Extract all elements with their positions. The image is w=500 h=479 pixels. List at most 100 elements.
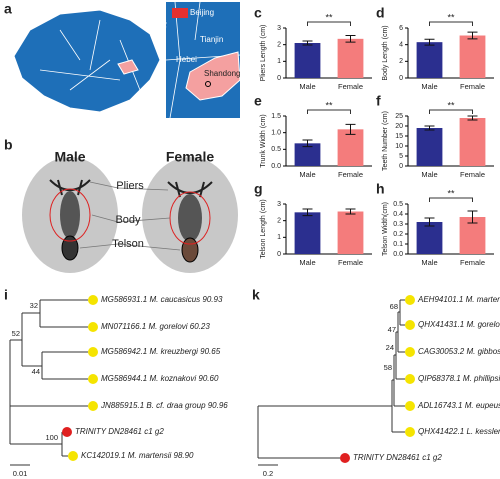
significance-label: **	[447, 188, 455, 198]
error-bar	[302, 40, 313, 46]
panel-letter: b	[4, 137, 13, 153]
shandong-highlight	[117, 59, 139, 75]
leaf-marker	[340, 453, 350, 463]
bootstrap-value: 32	[30, 301, 38, 310]
part-label: Body	[115, 214, 141, 226]
leaf-label: QIP68378.1 M. phillipsii 92.25	[418, 374, 500, 383]
y-tick-label: 0.0	[271, 163, 281, 170]
error-bar	[467, 31, 478, 40]
leaf-label: AEH94101.1 M. martensii 94.40	[417, 295, 500, 304]
significance-label: **	[325, 12, 333, 22]
leaf-label: JN885915.1 B. cf. draa group 90.96	[100, 401, 228, 410]
place-label: Tianjin	[200, 35, 223, 44]
part-label: Telson	[112, 238, 144, 250]
male-pliers	[49, 179, 91, 196]
x-tick-label: Male	[299, 258, 315, 267]
city-marker	[205, 81, 211, 87]
panel-letter: c	[254, 5, 262, 21]
shandong-region	[185, 51, 241, 101]
y-tick-label: 6	[399, 25, 403, 32]
female-pliers	[167, 181, 213, 198]
y-tick-label: 0.1	[393, 241, 403, 248]
y-tick-label: 0.0	[393, 251, 403, 258]
panel-letter: e	[254, 93, 262, 109]
beijing-region	[172, 8, 188, 18]
bootstrap-value: 100	[45, 433, 58, 442]
panel-letter: i	[4, 287, 8, 303]
leaf-marker	[405, 295, 415, 305]
x-tick-label: Female	[338, 258, 363, 267]
leaf-marker	[405, 427, 415, 437]
leaf-marker	[405, 347, 415, 357]
y-tick-label: 25	[395, 113, 403, 120]
x-tick-label: Male	[421, 170, 437, 179]
significance-bracket	[429, 109, 473, 114]
panel-letter: d	[376, 5, 385, 21]
leaf-label: ADL16743.1 M. eupeus 92.13	[417, 401, 500, 410]
error-bar	[467, 210, 478, 224]
leaf-label: CAG30053.2 M. gibbosus 90.58	[418, 347, 500, 356]
y-tick-label: 3	[277, 201, 281, 208]
leaf-marker	[88, 295, 98, 305]
tree-branches	[257, 299, 405, 466]
leaf-marker	[88, 401, 98, 411]
bootstrap-value: 58	[384, 363, 392, 372]
error-bar	[345, 35, 356, 43]
error-bar	[345, 123, 356, 135]
significance-label: **	[447, 12, 455, 22]
leaf-marker	[405, 401, 415, 411]
y-tick-label: 0.3	[393, 221, 403, 228]
male-telson	[61, 235, 79, 261]
y-tick-label: 2	[277, 218, 281, 225]
leaf-marker	[405, 374, 415, 384]
significance-label: **	[447, 100, 455, 110]
y-axis-label: Pliers Length (cm)	[260, 25, 267, 82]
x-tick-label: Male	[421, 258, 437, 267]
error-bar	[302, 208, 313, 217]
bootstrap-value: 44	[32, 367, 40, 376]
body-outline	[49, 188, 91, 242]
y-tick-label: 1.5	[271, 113, 281, 120]
y-tick-label: 1	[277, 234, 281, 241]
leaf-marker	[405, 320, 415, 330]
error-bar	[467, 115, 478, 121]
bar	[416, 128, 443, 166]
y-tick-label: 15	[395, 133, 403, 140]
bar	[459, 118, 486, 166]
x-tick-label: Female	[338, 170, 363, 179]
leaf-label: QHX41431.1 M. gorelovi 93.02	[418, 320, 500, 329]
bar	[294, 43, 321, 78]
panel-letter: g	[254, 181, 263, 197]
bar	[337, 129, 364, 166]
bar	[416, 42, 443, 78]
leaf-label: TRINITY DN28461 c1 g2	[75, 427, 164, 436]
bootstrap-value: 52	[12, 329, 20, 338]
bootstrap-value: 24	[386, 343, 394, 352]
leaf-label: MG586931.1 M. caucasicus 90.93	[101, 295, 223, 304]
leaf-marker	[88, 322, 98, 332]
y-tick-label: 2	[399, 58, 403, 65]
significance-label: **	[325, 100, 333, 110]
female-body	[178, 194, 202, 242]
scale-label: 0.2	[263, 469, 273, 478]
y-axis-label: Telson Width(cm)	[382, 202, 389, 256]
tree-i: i MG586931.1 M. caucasicus 90.93 MN071166…	[4, 287, 228, 478]
leaf-label: QHX41422.1 L. kessleri 92.37	[418, 427, 500, 436]
y-tick-label: 0	[277, 75, 281, 82]
y-axis-label: Telson Length (cm)	[260, 199, 267, 259]
leaf-marker	[88, 374, 98, 384]
leaf-marker	[62, 427, 72, 437]
y-tick-label: 0	[399, 163, 403, 170]
leaf-marker	[88, 347, 98, 357]
leaf-label: KC142019.1 M. martensii 98.90	[81, 451, 194, 460]
error-bar	[424, 125, 435, 131]
panel-letter: f	[376, 93, 381, 109]
sex-label: Female	[166, 149, 214, 165]
y-axis-label: Body Length (cm)	[382, 25, 389, 80]
bar	[337, 38, 364, 78]
error-bar	[345, 208, 356, 215]
y-tick-label: 10	[395, 143, 403, 150]
y-tick-label: 4	[399, 42, 403, 49]
